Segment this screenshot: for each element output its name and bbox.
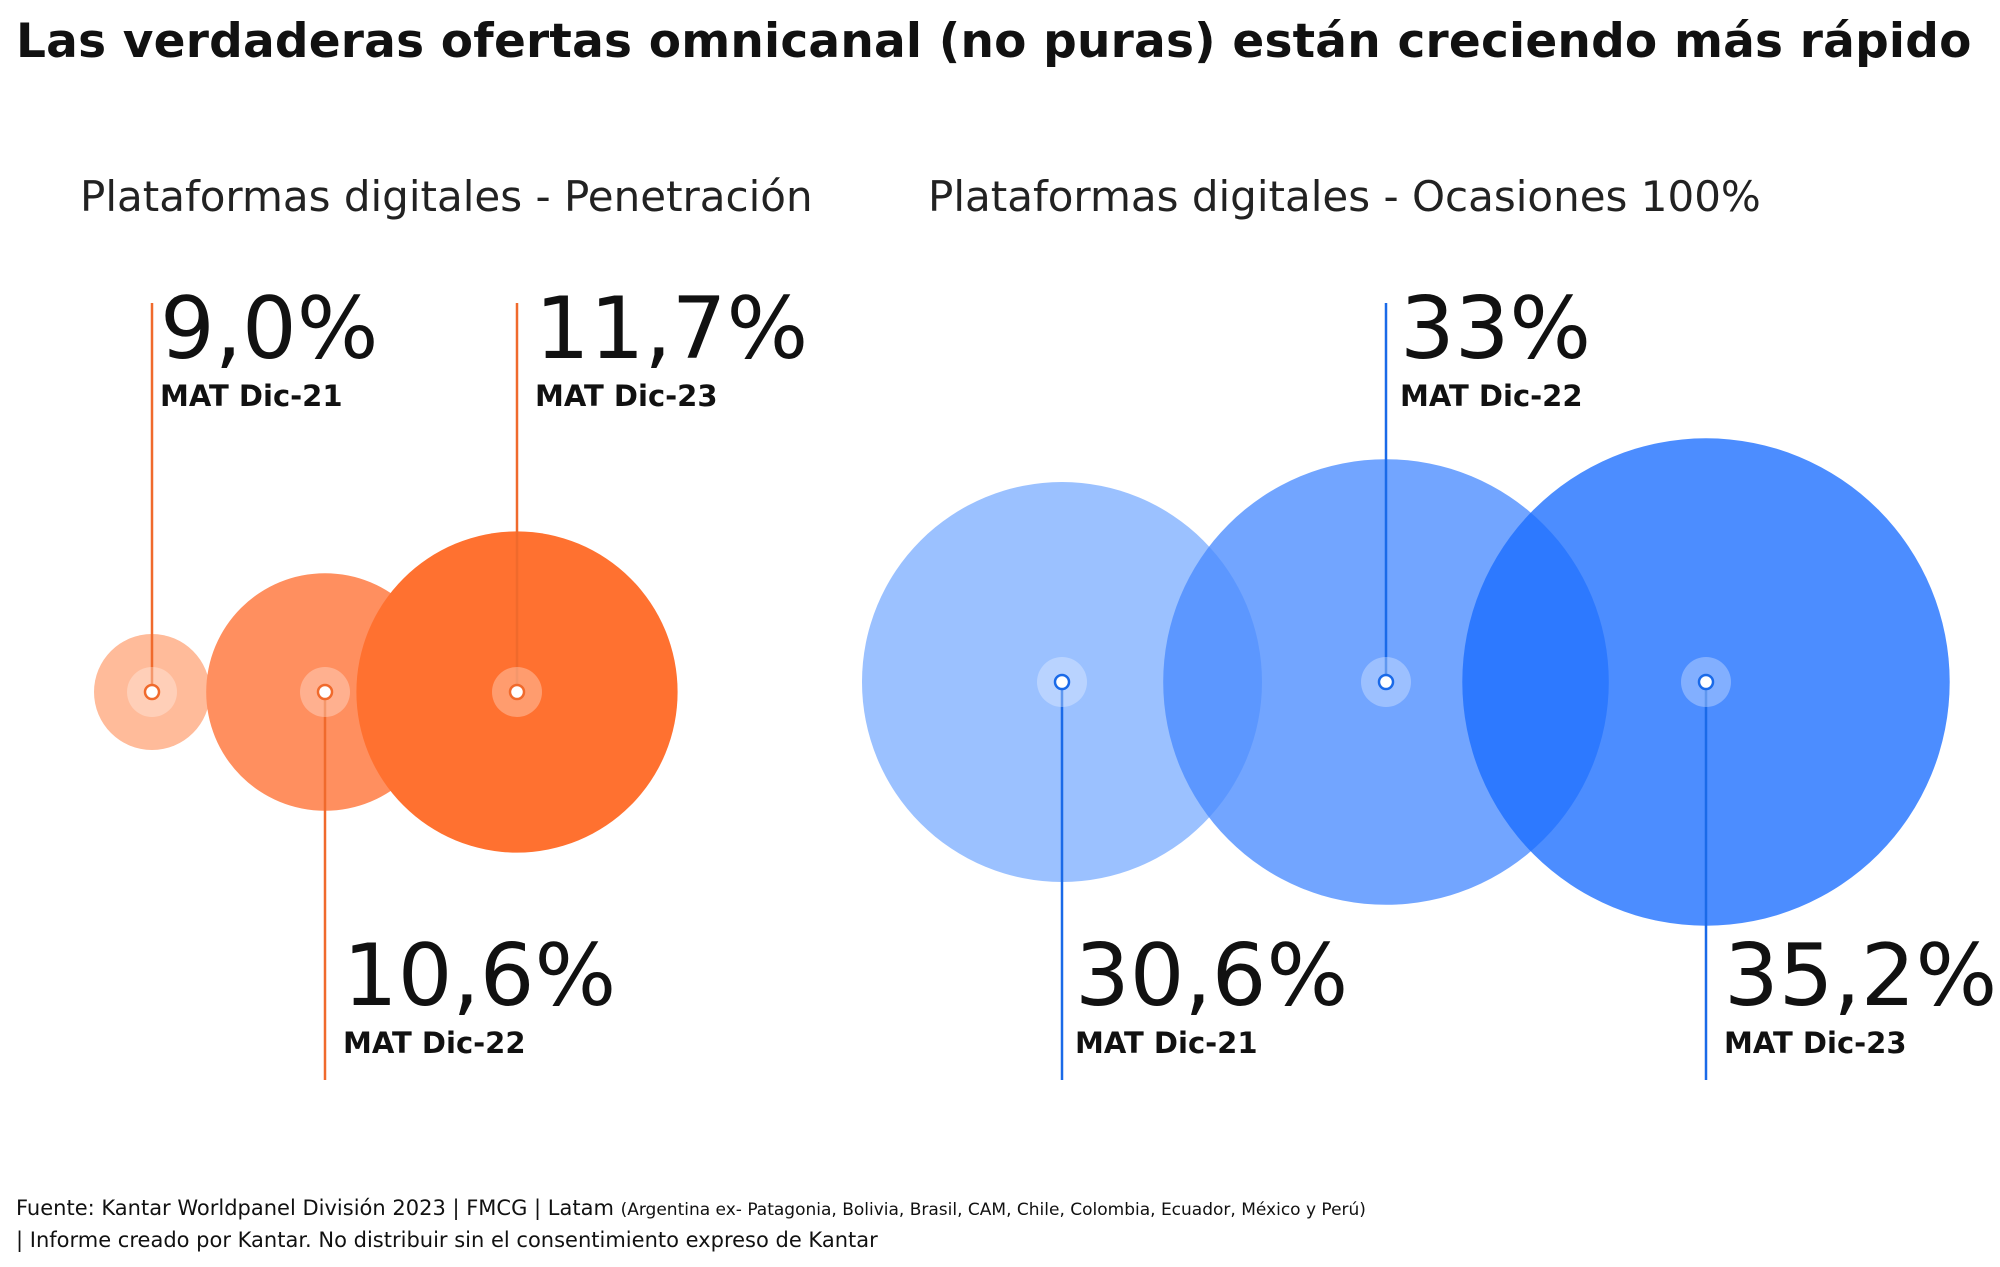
center-dot-blue-2: [1377, 673, 1395, 691]
center-dot-blue-1: [1053, 673, 1071, 691]
occasions-chart-title: Plataformas digitales - Ocasiones 100%: [928, 172, 1761, 221]
center-dot-blue-3: [1697, 673, 1715, 691]
value-label-orange-1: 9,0%: [160, 279, 379, 379]
value-label-blue-1: 30,6%: [1075, 926, 1348, 1026]
value-label-blue-2: 33%: [1400, 279, 1591, 379]
category-label-orange-1: MAT Dic-21: [160, 379, 343, 413]
center-dot-orange-1: [143, 683, 161, 701]
value-label-orange-3: 11,7%: [535, 279, 808, 379]
penetration-chart-title: Plataformas digitales - Penetración: [80, 172, 813, 221]
center-dot-orange-2: [316, 683, 334, 701]
source-countries: (Argentina ex- Patagonia, Bolivia, Brasi…: [620, 1200, 1366, 1220]
category-label-orange-2: MAT Dic-22: [343, 1026, 526, 1060]
source-main: Fuente: Kantar Worldpanel División 2023 …: [16, 1196, 621, 1220]
center-dot-orange-3: [508, 683, 526, 701]
value-label-blue-3: 35,2%: [1724, 926, 1997, 1026]
category-label-blue-1: MAT Dic-21: [1075, 1026, 1258, 1060]
page-title: Las verdaderas ofertas omnicanal (no pur…: [16, 14, 1972, 69]
source-note: Fuente: Kantar Worldpanel División 2023 …: [16, 1196, 1366, 1220]
category-label-blue-3: MAT Dic-23: [1724, 1026, 1907, 1060]
value-label-orange-2: 10,6%: [343, 926, 616, 1026]
category-label-blue-2: MAT Dic-22: [1400, 379, 1583, 413]
copyright-note: | Informe creado por Kantar. No distribu…: [16, 1228, 878, 1252]
category-label-orange-3: MAT Dic-23: [535, 379, 718, 413]
